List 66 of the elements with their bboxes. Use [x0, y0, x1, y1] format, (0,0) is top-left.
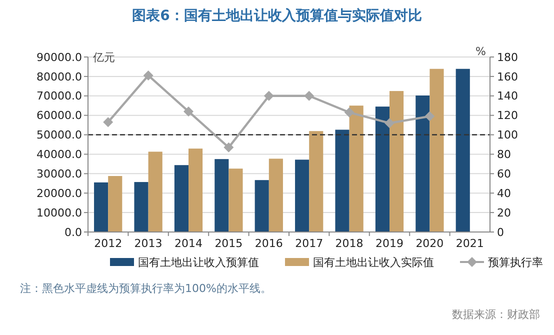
- bar: [134, 182, 148, 232]
- point: [424, 111, 435, 122]
- bar: [295, 160, 310, 232]
- y2-tick-label: 120: [497, 109, 518, 122]
- x-tick-label: 2015: [214, 237, 243, 250]
- y2-axis-title: %: [476, 45, 486, 58]
- point: [184, 106, 194, 116]
- x-tick-label: 2014: [174, 237, 202, 250]
- bar: [335, 130, 350, 232]
- y2-tick-label: 140: [497, 90, 518, 103]
- y-tick-label: 0.0: [64, 226, 82, 239]
- y2-tick-label: 40: [497, 186, 511, 200]
- y2-tick-label: 80: [497, 148, 511, 162]
- x-tick-label: 2013: [134, 237, 162, 250]
- legend-label: 国有土地出让收入实际值: [313, 256, 434, 269]
- text: 注：黑色水平虚线为预算执行率为100%的水平线。: [20, 282, 272, 295]
- bar: [430, 68, 444, 232]
- bar: [254, 180, 269, 232]
- y-tick-label: 90000.0: [36, 50, 82, 64]
- y-tick-label: 40000.0: [36, 148, 82, 162]
- y-tick-label: 30000.0: [36, 168, 82, 181]
- x-tick-label: 2012: [94, 237, 122, 250]
- bar: [390, 91, 404, 232]
- point: [344, 107, 354, 118]
- legend-label: 国有土地出让收入预算值: [138, 256, 259, 269]
- x-tick-label: 2018: [335, 237, 364, 250]
- source-note: 数据来源：财政部: [452, 308, 540, 321]
- point: [103, 117, 114, 128]
- bar: [349, 106, 364, 232]
- y-tick-label: 70000.0: [36, 90, 82, 103]
- chart-title: 图表6：国有土地出让收入预算值与实际值对比: [132, 7, 422, 24]
- bar: [214, 159, 229, 232]
- y2-tick-label: 160: [497, 70, 518, 84]
- y2-tick-label: 100: [497, 128, 518, 142]
- y-tick-label: 10000.0: [36, 206, 82, 220]
- point: [304, 90, 314, 101]
- bar: [94, 182, 108, 232]
- point: [224, 142, 234, 152]
- bar: [174, 165, 188, 232]
- y-tick-label: 60000.0: [36, 109, 82, 122]
- legend-label: 预算执行率: [488, 256, 543, 269]
- y2-tick-label: 60: [497, 168, 511, 181]
- bar: [188, 148, 203, 232]
- bar: [309, 131, 324, 232]
- point: [384, 118, 394, 128]
- bar: [148, 152, 162, 232]
- bar: [268, 158, 283, 232]
- y2-tick-label: 20: [497, 206, 511, 220]
- point: [143, 70, 154, 80]
- y-tick-label: 50000.0: [36, 128, 82, 142]
- y-tick-label: 20000.0: [36, 186, 82, 200]
- bar: [375, 106, 390, 232]
- bar: [416, 96, 430, 232]
- x-tick-label: 2021: [456, 237, 484, 250]
- x-tick-label: 2017: [295, 237, 324, 250]
- bar: [456, 68, 470, 232]
- y-axis-title: 亿元: [92, 51, 115, 64]
- x-tick-label: 2020: [416, 237, 444, 250]
- x-tick-label: 2019: [376, 237, 404, 250]
- point: [264, 90, 274, 101]
- bar: [228, 168, 243, 232]
- y2-tick-label: 180: [497, 50, 518, 64]
- bar: [108, 176, 122, 232]
- x-tick-label: 2016: [254, 237, 283, 250]
- y2-tick-label: 0: [497, 226, 504, 239]
- y-tick-label: 80000.0: [36, 70, 82, 84]
